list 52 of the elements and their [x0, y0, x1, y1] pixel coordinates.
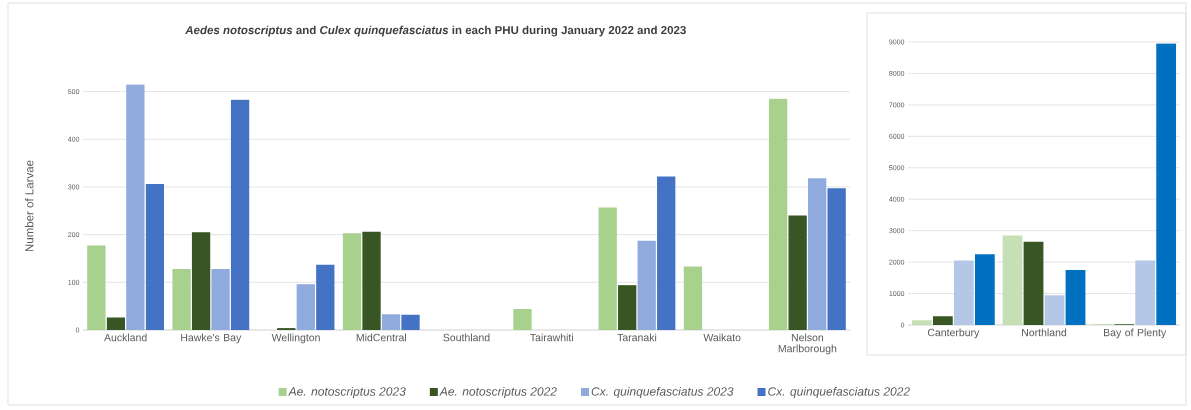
bar [911, 320, 932, 325]
x-tick-label: Taranaki [617, 333, 657, 342]
x-tick-label: Hawke's Bay [181, 333, 242, 344]
x-tick-label: Canterbury [927, 328, 980, 339]
x-tick-label: Southland [443, 333, 490, 342]
bar [316, 264, 335, 330]
bar [932, 316, 953, 325]
bar [1044, 295, 1065, 325]
x-tick-label: Bay of Plenty [1104, 328, 1167, 339]
bar [1156, 43, 1177, 325]
bar [513, 309, 532, 330]
bar [827, 188, 846, 330]
bar [296, 284, 315, 330]
legend-label: Cx. quinquefasciatus 2023 [591, 386, 734, 399]
y-axis-title: Number of Larvae [25, 160, 34, 252]
bar [381, 314, 401, 330]
bar [126, 84, 145, 330]
bar [87, 245, 106, 330]
legend-label: Ae. notoscriptus 2022 [439, 386, 557, 399]
bar [1023, 241, 1044, 325]
bar [172, 268, 191, 330]
bar [401, 314, 420, 330]
bar [230, 99, 250, 330]
bar [1002, 235, 1023, 325]
bar [807, 178, 827, 330]
bar [342, 233, 362, 330]
bar [106, 317, 126, 330]
bar [657, 176, 676, 330]
x-tick-label: Waikato [703, 333, 741, 342]
bar [768, 98, 788, 330]
x-tick-label: Northland [1022, 328, 1067, 337]
bar [788, 215, 807, 330]
bar [211, 268, 230, 330]
legend-label: Ae. notoscriptus 2023 [288, 386, 406, 399]
legend-label: Cx. quinquefasciatus 2022 [768, 386, 910, 399]
bar [598, 207, 617, 330]
bar [618, 285, 637, 330]
x-tick-label: Nelson Marlborough [778, 333, 837, 355]
bar [683, 266, 703, 330]
chart-title: Aedes notoscriptus and Culex quinquefasciatus in each PHU during January 2022 and 2023 [185, 25, 686, 37]
bar [953, 260, 974, 325]
bar [1135, 260, 1156, 325]
bar [637, 240, 656, 330]
x-tick-label: Tairawhiti [530, 333, 573, 342]
bar [191, 232, 211, 330]
bar [1065, 269, 1086, 325]
bar [145, 184, 165, 330]
x-tick-label: Auckland [104, 333, 147, 342]
x-tick-label: MidCentral [356, 333, 406, 342]
bar [974, 254, 995, 325]
x-tick-label: Wellington [271, 333, 320, 344]
bar [362, 231, 381, 330]
